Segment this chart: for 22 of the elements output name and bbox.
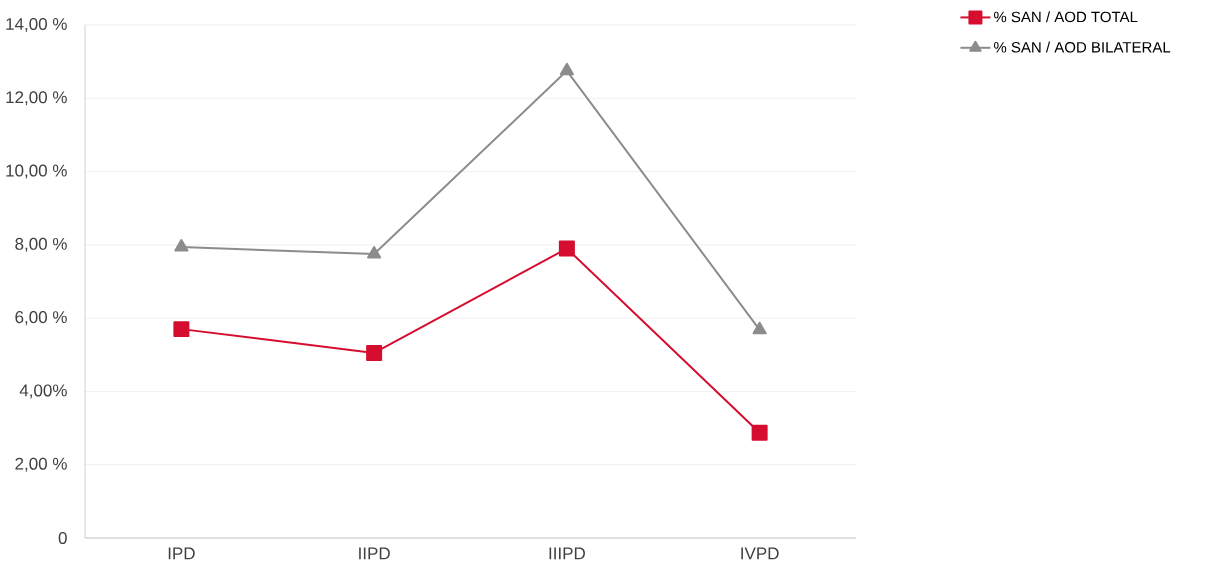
point: [367, 246, 382, 259]
point: [751, 424, 768, 441]
point: [174, 239, 189, 252]
y-tick-label: 10,00 %: [6, 164, 67, 179]
y-tick-label: 2,00 %: [15, 457, 67, 472]
x-tick-label: IIIPD: [549, 547, 585, 560]
y-tick-label: 4,00%: [19, 384, 67, 399]
y-tick-label: 14,00 %: [6, 17, 67, 33]
y-tick-label: 6,00 %: [15, 311, 67, 326]
y-tick-label: 0: [58, 531, 67, 545]
point: [558, 240, 575, 257]
y-tick-label: 12,00 %: [6, 91, 67, 106]
x-tick-label: IPD: [168, 547, 195, 560]
point: [752, 321, 767, 335]
point: [173, 321, 190, 338]
point: [559, 62, 574, 76]
x-tick-label: IVPD: [741, 547, 779, 560]
point: [366, 344, 383, 361]
x-tick-label: IIPD: [359, 547, 390, 560]
legend-label: % SAN / AOD TOTAL: [993, 11, 1138, 23]
y-tick-label: 8,00 %: [15, 237, 67, 252]
legend-label: % SAN / AOD BILATERAL: [993, 41, 1171, 53]
